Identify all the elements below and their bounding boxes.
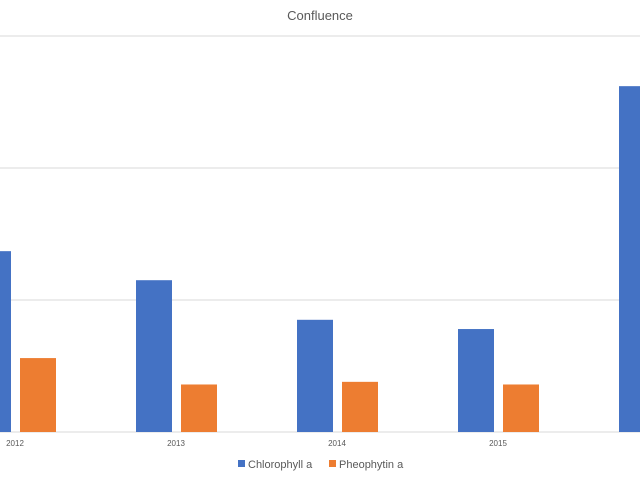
chart-title: Confluence [287, 8, 353, 23]
bar-pheophytin-a-2014 [342, 381, 378, 432]
legend-swatch [238, 460, 245, 467]
bar-chlorophyll-a-2016 [619, 86, 640, 432]
bar-pheophytin-a-2015 [503, 384, 539, 432]
x-tick-label: 2015 [489, 439, 507, 448]
bars [0, 86, 640, 432]
legend[interactable]: Chlorophyll a Pheophytin a [238, 459, 404, 471]
bar-chlorophyll-a-2012 [0, 251, 11, 432]
bar-chlorophyll-a-2014 [297, 319, 333, 432]
legend-swatch [329, 460, 336, 467]
legend-label: Chlorophyll a [248, 459, 313, 471]
bar-pheophytin-a-2013 [181, 384, 217, 432]
bar-chlorophyll-a-2013 [136, 280, 172, 432]
x-tick-labels: 20122013201420152016 [6, 439, 507, 448]
x-tick-label: 2012 [6, 439, 24, 448]
bar-chlorophyll-a-2015 [458, 329, 494, 432]
x-tick-label: 2014 [328, 439, 346, 448]
x-tick-label: 2013 [167, 439, 185, 448]
bar-pheophytin-a-2012 [20, 358, 56, 432]
legend-label: Pheophytin a [339, 459, 404, 471]
